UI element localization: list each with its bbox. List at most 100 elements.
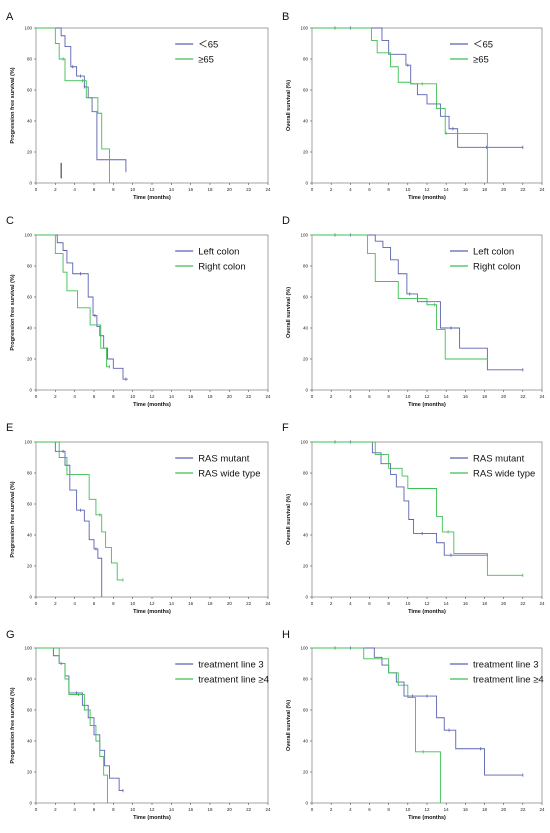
chart-c-y-tick-label: 60 [27,295,33,300]
chart-a-x-tick-label: 10 [130,187,136,192]
chart-e-legend-label-2: RAS wide type [198,468,260,479]
chart-a-y-tick-label: 100 [24,26,32,31]
chart-d-legend-label-2: Right colon [473,261,521,272]
chart-a-legend-label-2: ≥65 [198,54,214,65]
chart-g-x-tick-label: 4 [73,807,76,812]
chart-b-series-2-line [312,27,488,183]
chart-e-y-tick-label: 40 [27,533,33,538]
chart-f-x-tick-label: 20 [501,601,507,606]
chart-f-y-tick-label: 0 [305,595,308,600]
chart-h-y-tick-label: 20 [303,770,309,775]
chart-e-x-tick-label: 6 [93,601,96,606]
chart-c-y-tick-label: 0 [29,388,32,393]
chart-b-x-tick-label: 2 [330,187,333,192]
chart-e-x-tick-label: 4 [73,601,76,606]
chart-h-plot-frame [311,647,543,804]
chart-h-x-tick-label: 6 [368,807,371,812]
chart-f-x-tick-label: 10 [405,601,411,606]
chart-b-x-tick-label: 22 [520,187,526,192]
chart-e-x-tick-label: 24 [265,601,271,606]
chart-a-y-tick-label: 60 [27,88,33,93]
chart-b-x-tick-label: 12 [424,187,430,192]
chart-d-series-2-line [312,234,488,360]
chart-h-x-tick-label: 24 [539,807,545,812]
chart-d-x-tick-label: 10 [405,394,411,399]
chart-g-y-axis-title: Progression free survival (%) [10,687,16,763]
chart-f-legend-label-2: RAS wide type [473,468,535,479]
chart-a-y-tick-label: 0 [29,181,32,186]
chart-e-x-tick-label: 14 [169,601,175,606]
chart-h-x-tick-label: 14 [444,807,450,812]
chart-d-y-tick-label: 60 [303,295,309,300]
chart-c-panel-letter: C [6,215,14,227]
chart-h-y-tick-label: 40 [303,739,309,744]
chart-e-plot-frame [35,441,269,598]
chart-g-plot-frame [35,647,269,804]
chart-b-x-tick-label: 6 [368,187,371,192]
chart-a-x-tick-label: 6 [93,187,96,192]
chart-a-x-tick-label: 16 [188,187,194,192]
chart-d-y-tick-label: 40 [303,326,309,331]
chart-d-x-tick-label: 14 [444,394,450,399]
chart-d-x-tick-label: 16 [463,394,469,399]
chart-g-x-tick-label: 14 [169,807,175,812]
chart-g-x-tick-label: 20 [227,807,233,812]
chart-c-y-tick-label: 20 [27,357,33,362]
chart-b-x-tick-label: 16 [463,187,469,192]
chart-e-x-tick-label: 22 [246,601,252,606]
chart-c-x-tick-label: 10 [130,394,136,399]
chart-c-x-tick-label: 4 [73,394,76,399]
chart-b-y-tick-label: 0 [305,181,308,186]
chart-a-x-tick-label: 20 [227,187,233,192]
chart-g-series-1-line [36,647,123,792]
chart-d-y-tick-label: 20 [303,357,309,362]
chart-h-x-tick-label: 10 [405,807,411,812]
chart-h-series-2-line [312,647,441,803]
chart-g-y-tick-label: 100 [24,646,32,651]
chart-g-x-tick-label: 6 [93,807,96,812]
chart-f-x-tick-label: 24 [539,601,545,606]
chart-c-x-tick-label: 20 [227,394,233,399]
chart-b-series-1-line [312,27,523,148]
chart-a-x-tick-label: 2 [54,187,57,192]
chart-f-x-tick-label: 6 [368,601,371,606]
chart-c-x-tick-label: 22 [246,394,252,399]
chart-b-y-tick-label: 80 [303,57,309,62]
chart-h-y-tick-label: 100 [300,646,308,651]
chart-f-x-tick-label: 0 [311,601,314,606]
chart-e-y-tick-label: 20 [27,564,33,569]
chart-b-x-axis-title: Time (months) [408,195,446,201]
chart-e-y-tick-label: 60 [27,502,33,507]
chart-f-x-tick-label: 12 [424,601,430,606]
chart-g-x-tick-label: 10 [130,807,136,812]
chart-g-panel-letter: G [6,629,15,641]
chart-h-x-tick-label: 18 [482,807,488,812]
chart-f-y-tick-label: 80 [303,471,309,476]
chart-a-x-tick-label: 22 [246,187,252,192]
chart-b-legend-label-1: ＜65 [473,39,493,50]
chart-d-legend-label-1: Left colon [473,246,514,257]
chart-g-x-tick-label: 24 [265,807,271,812]
chart-h-y-tick-label: 80 [303,677,309,682]
chart-a-panel-letter: A [6,11,14,23]
chart-a-x-tick-label: 0 [35,187,38,192]
chart-b-y-tick-label: 60 [303,88,309,93]
chart-a-series-2-line [36,27,110,183]
chart-d-x-axis-title: Time (months) [408,402,446,408]
chart-h-x-tick-label: 8 [387,807,390,812]
chart-d-x-tick-label: 20 [501,394,507,399]
chart-b-x-tick-label: 10 [405,187,411,192]
chart-c-x-axis-title: Time (months) [133,402,171,408]
chart-f-x-axis-title: Time (months) [408,609,446,615]
chart-g-x-axis-title: Time (months) [133,815,171,821]
chart-a-x-axis-title: Time (months) [133,195,171,201]
chart-d-x-tick-label: 4 [349,394,352,399]
chart-a-x-tick-label: 24 [265,187,271,192]
chart-c-y-axis-title: Progression free survival (%) [10,274,16,350]
